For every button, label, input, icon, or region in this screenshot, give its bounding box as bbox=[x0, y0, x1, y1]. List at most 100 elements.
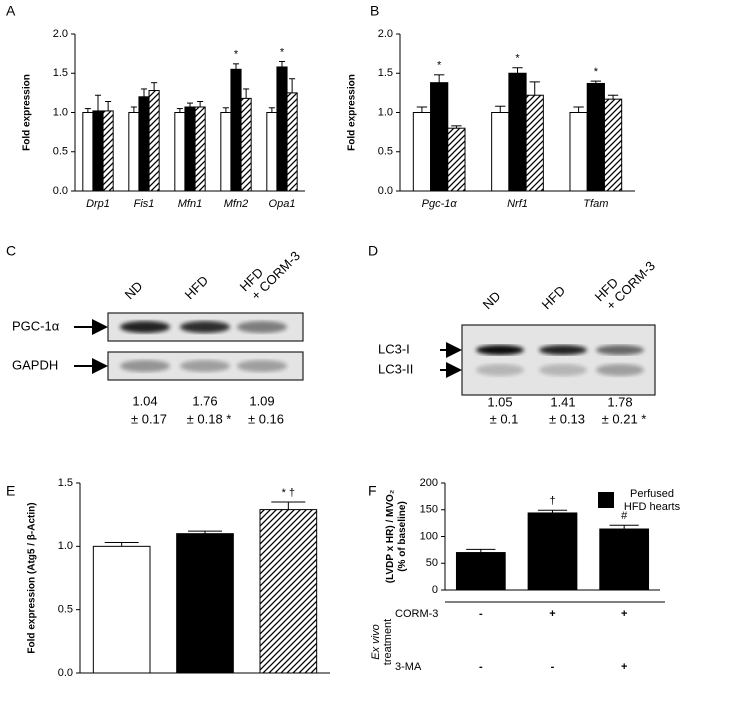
treatment-sign: + bbox=[621, 661, 627, 673]
bar bbox=[603, 98, 623, 192]
bar bbox=[276, 66, 288, 192]
treatment-label-line: treatment bbox=[382, 619, 394, 665]
y-tick-label: 50 bbox=[426, 557, 438, 569]
bar bbox=[194, 106, 206, 192]
bar bbox=[259, 509, 318, 674]
x-tick-label: Tfam bbox=[583, 198, 608, 210]
y-tick-label: 150 bbox=[420, 504, 438, 516]
bar bbox=[174, 112, 186, 192]
blot-band bbox=[180, 321, 230, 333]
treatment-sign: - bbox=[479, 661, 483, 673]
treatment-sign: + bbox=[549, 608, 555, 620]
blot-band bbox=[476, 345, 524, 355]
quant-error: ± 0.1 bbox=[490, 411, 519, 426]
bar bbox=[220, 112, 232, 192]
panel-label: C bbox=[6, 243, 16, 259]
band-label: PGC-1α bbox=[12, 318, 60, 333]
quant-value: 1.41 bbox=[550, 394, 575, 409]
blot-band bbox=[596, 364, 644, 376]
quant-value: 1.76 bbox=[192, 393, 217, 408]
lane-label: HFD bbox=[182, 273, 211, 302]
band-label: LC3-II bbox=[378, 361, 413, 376]
band-label: GAPDH bbox=[12, 357, 58, 372]
bar bbox=[148, 90, 160, 192]
quant-value: 1.05 bbox=[487, 394, 512, 409]
quant-value: 1.78 bbox=[607, 394, 632, 409]
bar bbox=[128, 112, 140, 192]
significance-label: * bbox=[234, 49, 239, 61]
blot-band bbox=[596, 345, 644, 355]
x-tick-label: Mfn2 bbox=[224, 198, 248, 210]
lane-label: HFD+ CORM-3 bbox=[237, 238, 303, 304]
y-tick-label: 2.0 bbox=[53, 28, 68, 40]
y-tick-label: 1.5 bbox=[53, 67, 68, 79]
y-tick-label: 0.0 bbox=[53, 185, 68, 197]
bar bbox=[92, 110, 104, 192]
bar bbox=[266, 112, 278, 192]
y-tick-label: 0.5 bbox=[378, 146, 393, 158]
quant-error: ± 0.21 * bbox=[602, 411, 647, 426]
significance-label: * bbox=[437, 60, 442, 72]
bar bbox=[184, 106, 196, 192]
x-tick-label: Opa1 bbox=[269, 198, 296, 210]
significance-label: * bbox=[515, 53, 520, 65]
bar bbox=[82, 112, 94, 192]
quant-error: ± 0.13 bbox=[549, 411, 585, 426]
quant-error: ± 0.17 bbox=[131, 411, 167, 426]
panel-label: E bbox=[6, 483, 15, 499]
panel-label: D bbox=[368, 243, 378, 259]
quant-value: 1.04 bbox=[132, 393, 157, 408]
lane-label-line: HFD bbox=[539, 283, 568, 312]
treatment-sign: - bbox=[551, 661, 555, 673]
y-tick-label: 2.0 bbox=[378, 28, 393, 40]
bar bbox=[430, 82, 449, 192]
blot-band bbox=[180, 360, 230, 372]
bar bbox=[176, 533, 234, 674]
significance-label: * bbox=[594, 66, 599, 78]
blot-band bbox=[237, 321, 287, 333]
lane-label-line: ND bbox=[122, 279, 146, 303]
lane-label-line: ND bbox=[480, 289, 504, 313]
bar bbox=[491, 112, 510, 192]
blot-band bbox=[120, 321, 170, 333]
y-tick-label: 200 bbox=[420, 477, 438, 489]
bar bbox=[138, 96, 150, 192]
lane-label: ND bbox=[122, 279, 146, 303]
treatment-label: Ex vivotreatment bbox=[370, 619, 394, 665]
treatment-name: 3-MA bbox=[395, 661, 422, 673]
y-tick-label: 0.0 bbox=[378, 185, 393, 197]
bar bbox=[527, 512, 578, 591]
bar bbox=[447, 127, 466, 192]
x-tick-label: Drp1 bbox=[86, 198, 110, 210]
legend-box: Perfused HFD hearts bbox=[623, 488, 681, 513]
y-tick-label: 0.5 bbox=[58, 604, 73, 616]
blot-band bbox=[539, 345, 587, 355]
quant-value: 1.09 bbox=[249, 393, 274, 408]
panel-label: A bbox=[6, 3, 16, 19]
blot-band bbox=[120, 360, 170, 372]
treatment-sign: + bbox=[621, 608, 627, 620]
bar bbox=[412, 112, 432, 192]
y-axis-label-line: (LVDP x HR) / MVO₂ bbox=[385, 490, 396, 584]
y-tick-label: 0 bbox=[432, 584, 438, 596]
panel-label: F bbox=[368, 483, 377, 499]
bar bbox=[508, 72, 527, 192]
bar bbox=[92, 545, 151, 674]
x-tick-label: Pgc-1α bbox=[422, 198, 458, 210]
bar bbox=[569, 112, 588, 192]
blot-band bbox=[539, 364, 587, 376]
lane-label: ND bbox=[480, 289, 504, 313]
bar bbox=[102, 110, 114, 192]
x-tick-label: Nrf1 bbox=[507, 198, 528, 210]
bar bbox=[455, 552, 506, 591]
y-axis-label-line: (% of baseline) bbox=[397, 501, 408, 572]
treatment-sign: - bbox=[479, 608, 483, 620]
legend-label: Perfused HFD hearts bbox=[623, 488, 681, 513]
blot-band bbox=[476, 364, 524, 376]
bar bbox=[586, 82, 605, 192]
bar bbox=[240, 97, 252, 192]
y-tick-label: 1.0 bbox=[53, 106, 68, 118]
y-tick-label: 1.0 bbox=[378, 106, 393, 118]
quant-error: ± 0.18 * bbox=[187, 411, 232, 426]
